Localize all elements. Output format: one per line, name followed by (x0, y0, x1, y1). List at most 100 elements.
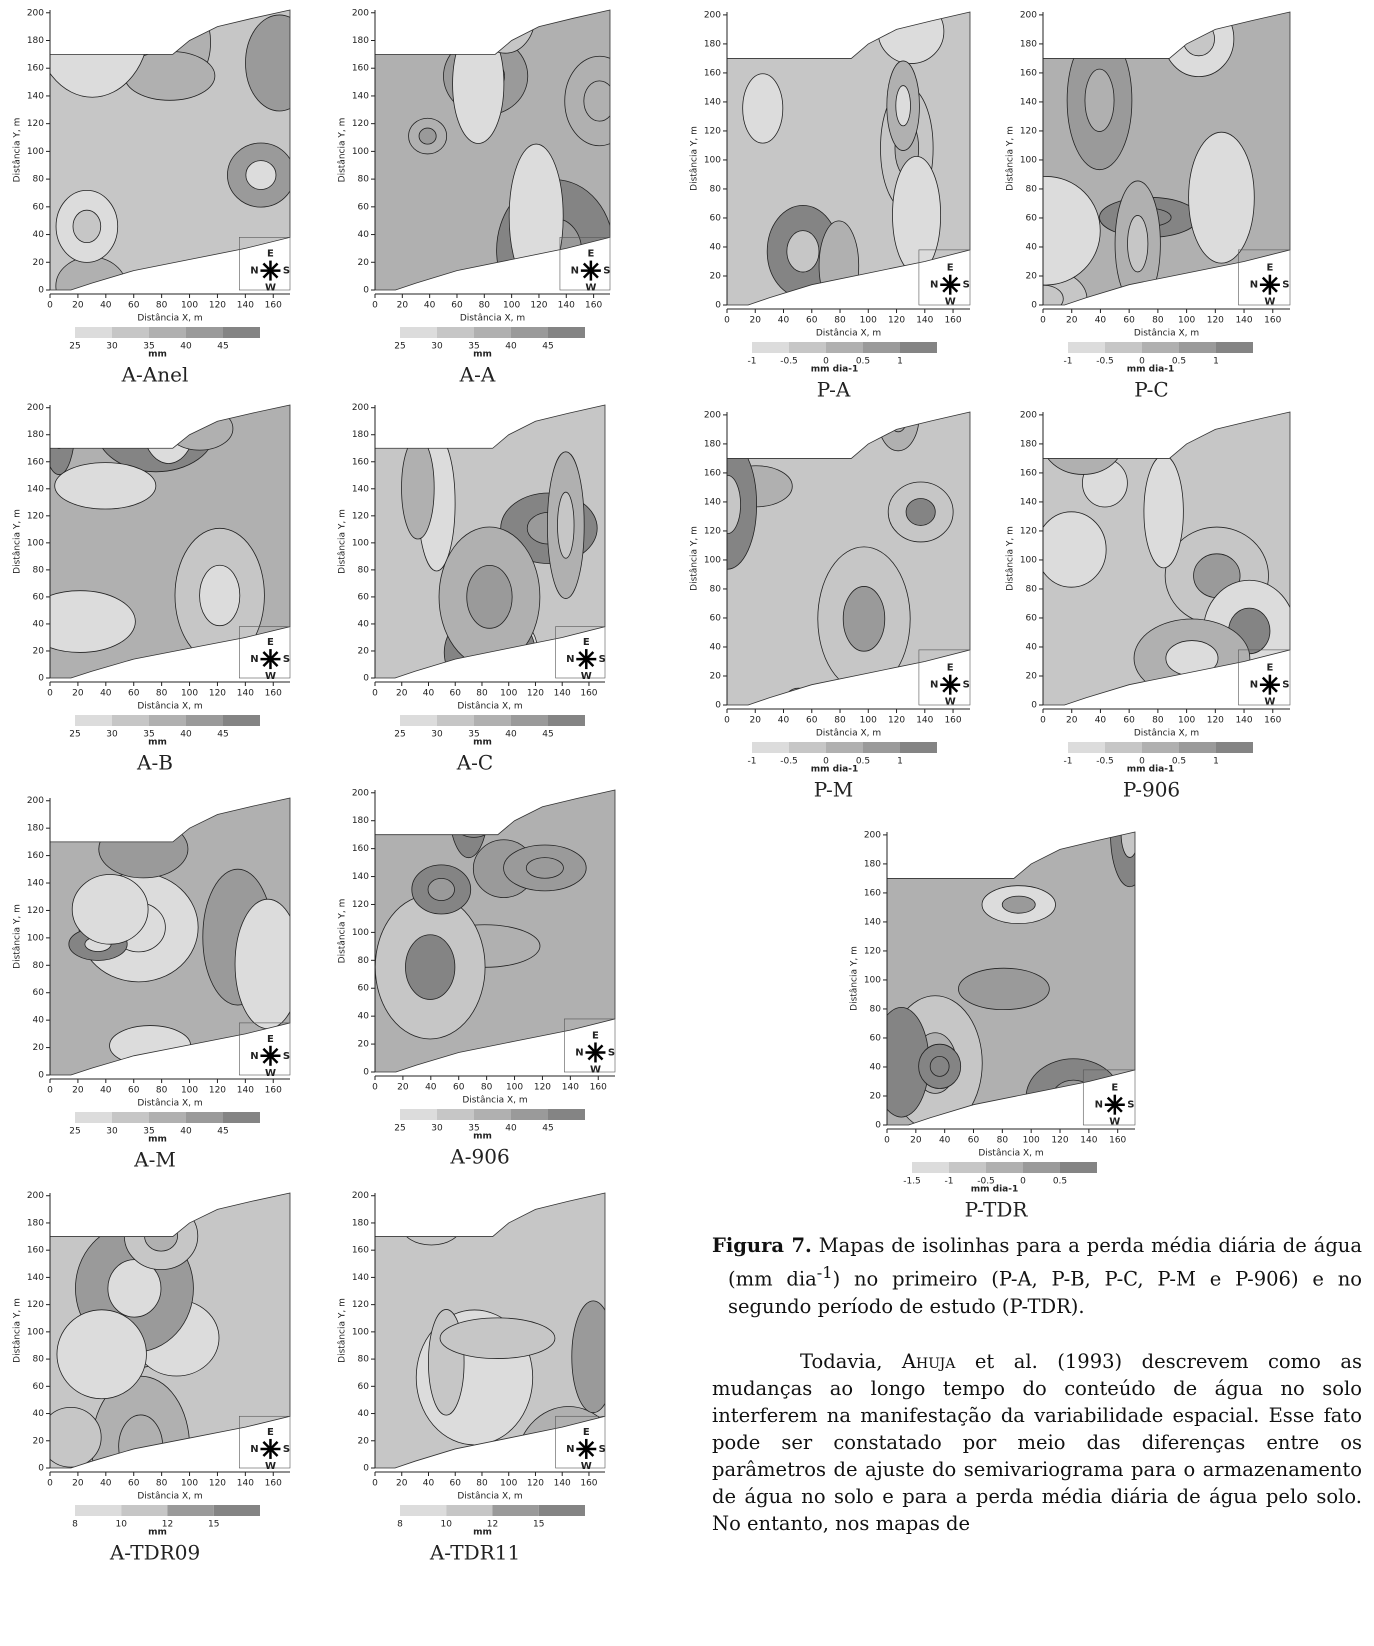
x-tick-label: 100 (181, 1086, 198, 1096)
legend-swatch (548, 327, 585, 338)
y-tick-label: 0 (38, 286, 44, 296)
y-axis-label: Distância Y, m (850, 946, 860, 1011)
y-tick-label: 200 (352, 8, 369, 18)
legend-tick-label: 12 (487, 1520, 498, 1530)
y-tick-label: 20 (33, 646, 45, 656)
x-tick-label: 140 (237, 689, 254, 699)
x-tick-label: 0 (884, 1136, 890, 1146)
compass-n: N (1250, 680, 1258, 691)
compass-ray (587, 1044, 604, 1061)
y-tick-label: 140 (1020, 497, 1037, 507)
compass-box (555, 626, 606, 679)
x-tick-label: 60 (450, 1479, 462, 1489)
legend-tick-label: 35 (143, 342, 154, 352)
y-tick-label: 40 (33, 619, 45, 629)
y-tick-label: 0 (715, 701, 721, 711)
x-tick-label: 120 (209, 1479, 226, 1489)
y-tick-label: 40 (1026, 242, 1038, 252)
field-outline (49, 1192, 291, 1469)
contour-zone (54, 462, 157, 510)
legend-swatch (863, 742, 900, 753)
compass-ray (262, 1440, 279, 1457)
y-tick-label: 80 (33, 565, 45, 575)
y-tick-label: 0 (38, 674, 44, 684)
x-tick-label: 60 (1123, 316, 1135, 326)
y-tick-label: 200 (864, 830, 881, 840)
y-tick-label: 40 (870, 1062, 882, 1072)
legend-swatch (752, 342, 789, 353)
compass-s: S (603, 266, 610, 277)
y-tick-label: 60 (1026, 213, 1038, 223)
legend-swatch (548, 715, 585, 726)
x-tick-label: 140 (1080, 1136, 1097, 1146)
y-tick-label: 120 (27, 906, 44, 916)
y-tick-label: 120 (27, 511, 44, 521)
x-tick-label: 120 (209, 689, 226, 699)
field-outline (726, 11, 971, 306)
x-tick-label: 40 (424, 301, 436, 311)
x-tick-label: 140 (237, 1086, 254, 1096)
legend-tick-label: 0.5 (1172, 757, 1186, 767)
legend-swatch (186, 1112, 223, 1123)
y-tick-label: 120 (704, 126, 721, 136)
contour-zone (818, 220, 860, 305)
x-tick-label: 140 (562, 1083, 579, 1093)
legend-swatch (538, 1505, 585, 1516)
y-tick-label: 40 (358, 619, 370, 629)
legend-tick-label: 25 (69, 342, 80, 352)
y-tick-label: 100 (352, 147, 369, 157)
caption-sup: -1 (816, 1263, 833, 1282)
panel-title: P-A (817, 378, 851, 402)
x-tick-label: 40 (1095, 716, 1107, 726)
y-tick-label: 160 (352, 844, 369, 854)
y-tick-label: 80 (870, 1004, 882, 1014)
legend-unit: mm (473, 350, 492, 360)
y-tick-label: 0 (1031, 301, 1037, 311)
y-tick-label: 200 (352, 1191, 369, 1201)
y-tick-label: 140 (27, 484, 44, 494)
legend-tick-label: 40 (180, 730, 192, 740)
y-tick-label: 60 (358, 592, 370, 602)
contour-zone (1182, 21, 1215, 57)
x-tick-label: 0 (47, 301, 53, 311)
x-tick-label: 40 (1095, 316, 1107, 326)
compass-n: N (250, 654, 258, 665)
legend-tick-label: -1 (748, 357, 757, 367)
y-tick-label: 140 (864, 917, 881, 927)
y-axis-label: Distância Y, m (338, 899, 348, 964)
contour-map (887, 832, 1135, 1125)
legend-swatch (511, 327, 548, 338)
compass-e: E (1111, 1083, 1118, 1094)
compass-ray (1106, 1096, 1123, 1113)
contour-zone (1001, 895, 1036, 914)
x-tick-label: 0 (1040, 716, 1046, 726)
x-axis-label: Distância X, m (816, 729, 881, 739)
legend-swatch (826, 742, 863, 753)
y-axis-label: Distância Y, m (13, 509, 23, 574)
x-tick-label: 140 (237, 1479, 254, 1489)
contour-map (375, 10, 610, 290)
legend-unit: mm (148, 350, 167, 360)
x-axis-label: Distância X, m (137, 314, 202, 324)
panel-title: P-TDR (965, 1198, 1029, 1222)
contour-zone (876, 412, 920, 452)
y-tick-label: 200 (27, 8, 44, 18)
legend-swatch (1179, 342, 1216, 353)
legend-tick-label: 30 (106, 1127, 118, 1137)
y-tick-label: 100 (27, 1327, 44, 1337)
y-tick-label: 140 (352, 91, 369, 101)
compass-n: N (566, 1444, 574, 1455)
panel-title: A-906 (449, 1145, 509, 1169)
field-outline (49, 9, 291, 291)
y-tick-label: 200 (352, 788, 369, 798)
x-axis-label: Distância X, m (137, 702, 202, 712)
legend-tick-label: -0.5 (1096, 357, 1114, 367)
legend-unit: mm (473, 738, 492, 748)
compass-n: N (575, 1047, 583, 1058)
legend-swatch (75, 715, 112, 726)
contour-zone (1188, 131, 1255, 264)
x-tick-label: 60 (128, 1086, 140, 1096)
legend-tick-label: 12 (162, 1520, 173, 1530)
contour-zone (437, 1193, 524, 1216)
